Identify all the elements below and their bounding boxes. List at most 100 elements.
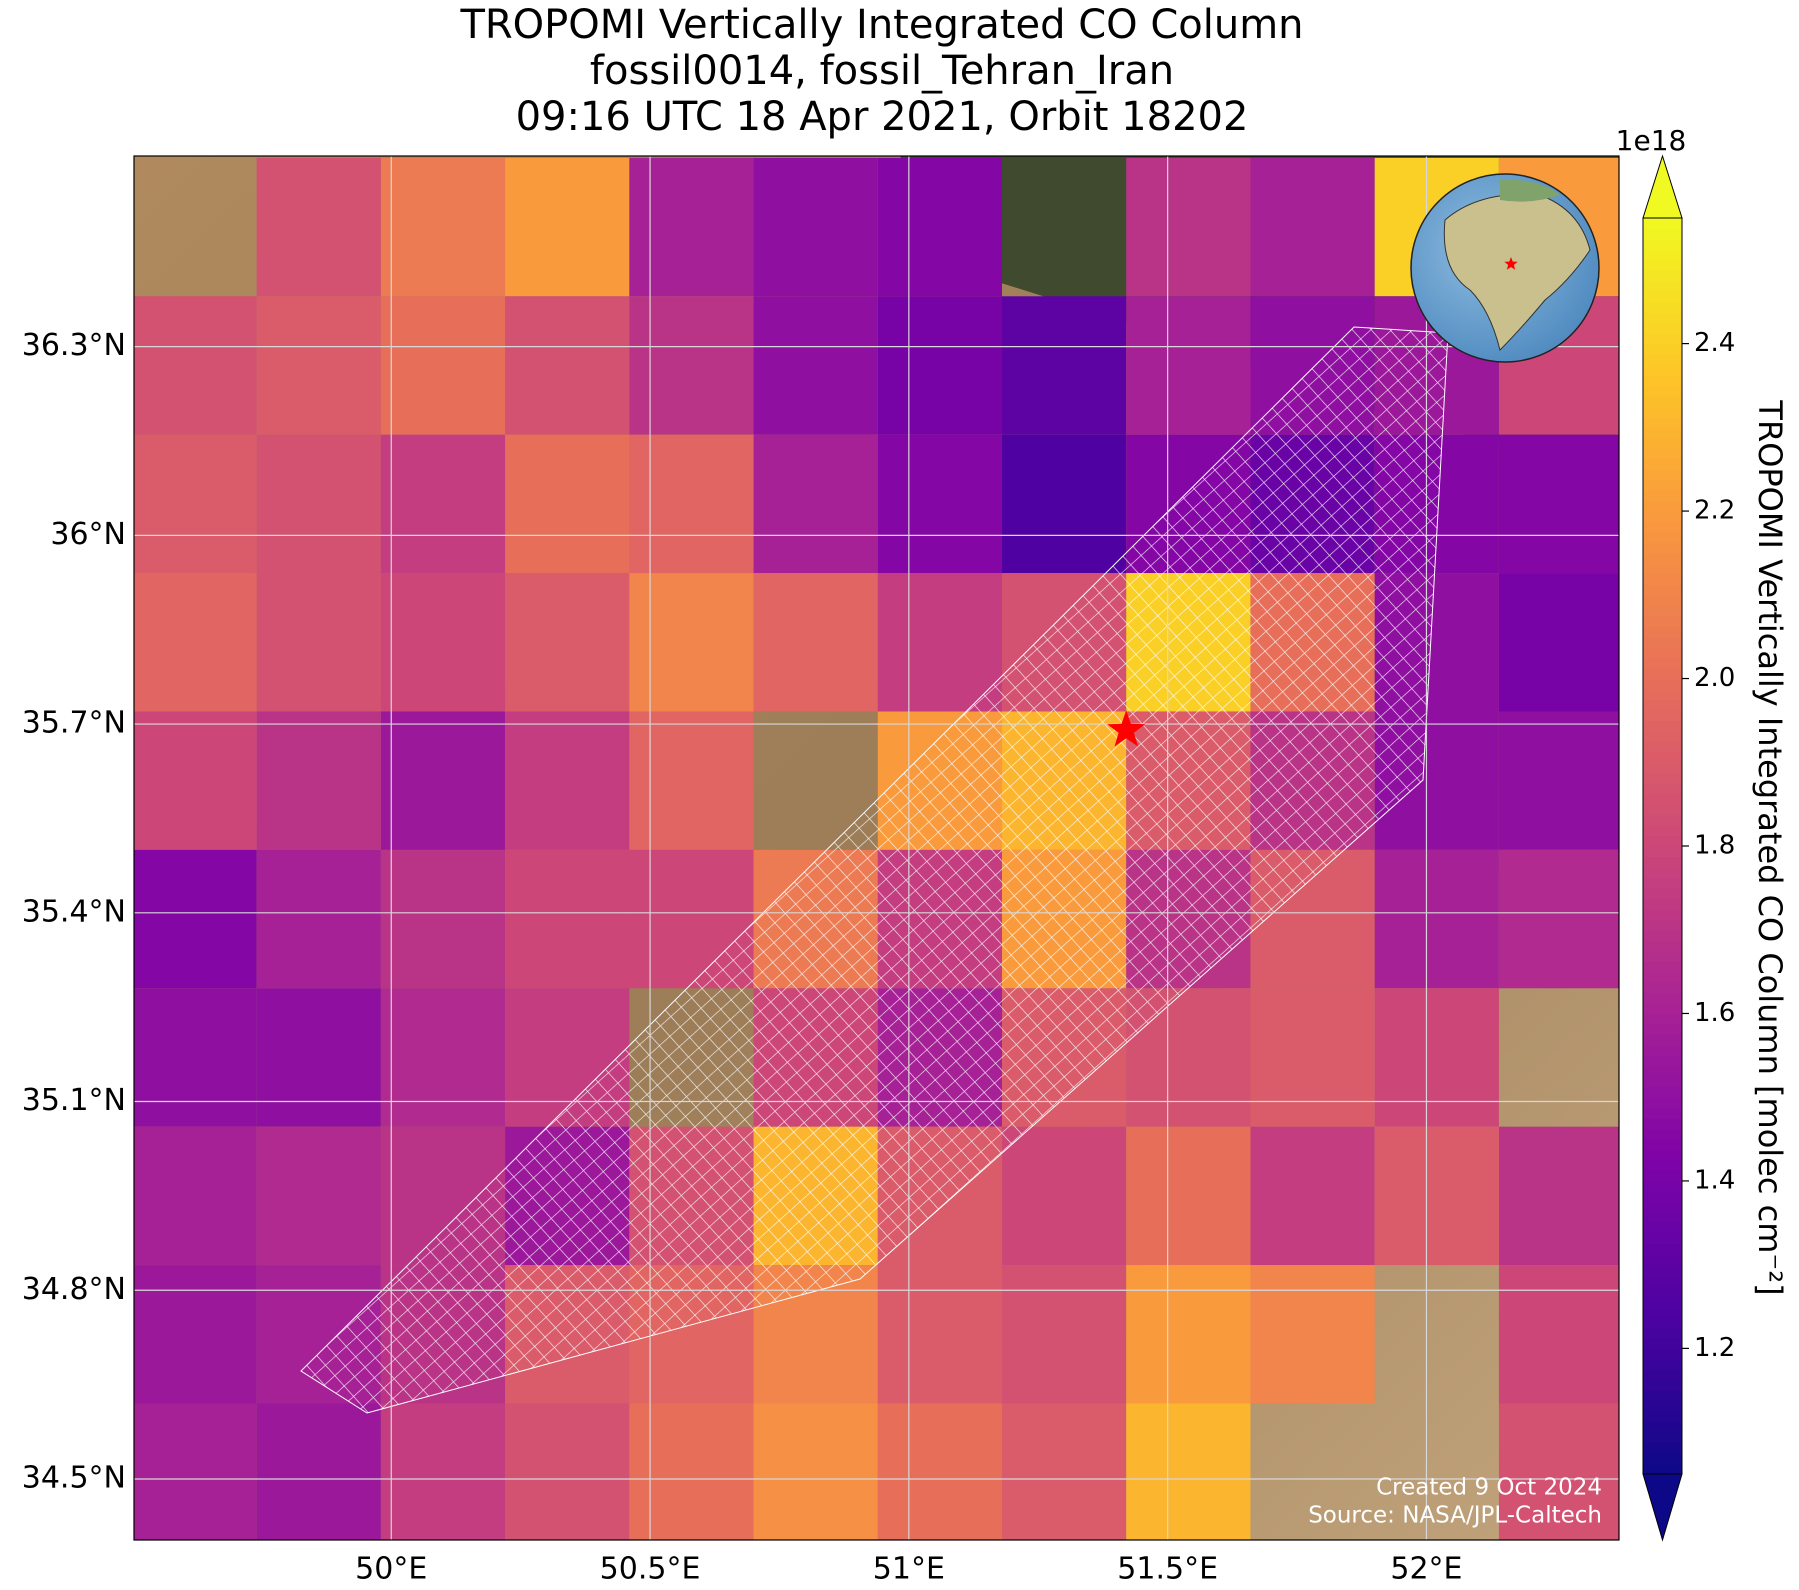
co-pixel [505, 711, 630, 850]
colorbar-segment [1643, 364, 1682, 376]
co-pixel [134, 573, 257, 712]
colorbar-segment [1643, 835, 1682, 847]
colorbar-segment [1643, 647, 1682, 659]
co-pixel [629, 434, 754, 574]
colorbar-segment [1643, 793, 1682, 805]
x-tick-label: 50.5°E [600, 1552, 701, 1587]
co-pixel [380, 1403, 506, 1540]
colorbar-segment [1643, 1107, 1682, 1119]
colorbar-offset-label: 1e18 [1616, 124, 1687, 157]
colorbar-segment [1643, 1296, 1682, 1308]
colorbar-segment [1643, 270, 1682, 282]
co-pixel [1002, 1403, 1127, 1540]
colorbar-segment [1643, 301, 1682, 313]
colorbar-segment [1643, 668, 1682, 680]
co-pixel [629, 1403, 754, 1540]
co-pixel [380, 711, 506, 850]
co-pixel [1002, 1126, 1127, 1266]
co-pixel [1498, 573, 1619, 712]
chart-title: TROPOMI Vertically Integrated CO Column [459, 2, 1303, 48]
co-pixel [1250, 988, 1375, 1127]
city-marker [1107, 710, 1146, 747]
colorbar-segment [1643, 961, 1682, 973]
colorbar-segment [1643, 856, 1682, 868]
co-pixel [380, 296, 506, 435]
y-tick-label: 35.7°N [22, 706, 126, 741]
colorbar-segment [1643, 1327, 1682, 1339]
colorbar-tick-label: 1.8 [1694, 831, 1735, 861]
colorbar-segment [1643, 730, 1682, 742]
colorbar-segment [1643, 1275, 1682, 1287]
co-pixel [256, 711, 381, 850]
co-pixel [1498, 849, 1619, 989]
co-pixel [1250, 157, 1375, 297]
colorbar-segment [1643, 866, 1682, 878]
co-pixel [629, 573, 754, 712]
colorbar-segment [1643, 1097, 1682, 1109]
colorbar-segment [1643, 1212, 1682, 1224]
co-pixel [505, 296, 630, 435]
colorbar-segment [1643, 1013, 1682, 1025]
co-pixel [505, 1403, 630, 1540]
co-pixel [1498, 1265, 1619, 1404]
co-pixel [134, 1265, 257, 1404]
colorbar-segment [1643, 1348, 1682, 1360]
co-pixel [380, 157, 506, 297]
colorbar-segment [1643, 929, 1682, 941]
colorbar-segment [1643, 1421, 1682, 1433]
colorbar-segment [1643, 814, 1682, 826]
co-pixel [380, 434, 506, 574]
colorbar-segment [1643, 333, 1682, 345]
colorbar-segment [1643, 971, 1682, 983]
colorbar-segment [1643, 846, 1682, 858]
co-pixel [134, 1403, 257, 1540]
colorbar-segment [1643, 490, 1682, 502]
co-pixel [256, 157, 381, 297]
colorbar-segment [1643, 605, 1682, 617]
co-pixel [505, 157, 630, 297]
colorbar-segment [1643, 322, 1682, 334]
co-pixel [753, 157, 878, 297]
colorbar-segment [1643, 1055, 1682, 1067]
co-pixel [256, 434, 381, 574]
colorbar-segment [1643, 1400, 1682, 1412]
colorbar-segment [1643, 218, 1682, 230]
colorbar-segment [1643, 1191, 1682, 1203]
colorbar-segment [1643, 1453, 1682, 1465]
co-pixel [505, 573, 630, 712]
colorbar-segment [1643, 1222, 1682, 1234]
colorbar-segment [1643, 249, 1682, 261]
colorbar-segment [1643, 950, 1682, 962]
map-area [134, 156, 1619, 1540]
co-pixel [629, 711, 754, 850]
colorbar-segment [1643, 521, 1682, 533]
colorbar-segment [1643, 1317, 1682, 1329]
colorbar-segment [1643, 1139, 1682, 1151]
colorbar-tick-label: 2.4 [1694, 328, 1735, 358]
chart-title: 09:16 UTC 18 Apr 2021, Orbit 18202 [516, 94, 1249, 140]
co-pixel [380, 849, 506, 989]
co-pixel [1498, 1403, 1619, 1540]
colorbar-segment [1643, 385, 1682, 397]
co-pixel [1002, 1265, 1127, 1404]
colorbar-segment [1643, 573, 1682, 585]
plume-model-grid [300, 326, 1449, 1414]
colorbar-segment [1643, 1463, 1682, 1475]
colorbar-segment [1643, 1128, 1682, 1140]
x-tick-label: 51.5°E [1117, 1552, 1218, 1587]
colorbar-segment [1643, 1044, 1682, 1056]
colorbar-segment [1643, 354, 1682, 366]
colorbar-label: TROPOMI Vertically Integrated CO Column … [1751, 399, 1789, 1295]
colorbar-segment [1643, 1379, 1682, 1391]
co-pixel [629, 296, 754, 435]
co-pixel [1498, 1126, 1619, 1266]
co-pixel [877, 296, 1003, 435]
co-pixel [256, 1126, 381, 1266]
colorbar-segment [1643, 511, 1682, 523]
colorbar-tick-label: 2.2 [1694, 496, 1735, 526]
co-pixel [1250, 1265, 1375, 1404]
co-pixel [134, 988, 257, 1127]
colorbar-segment [1643, 552, 1682, 564]
co-pixel [1498, 711, 1619, 850]
